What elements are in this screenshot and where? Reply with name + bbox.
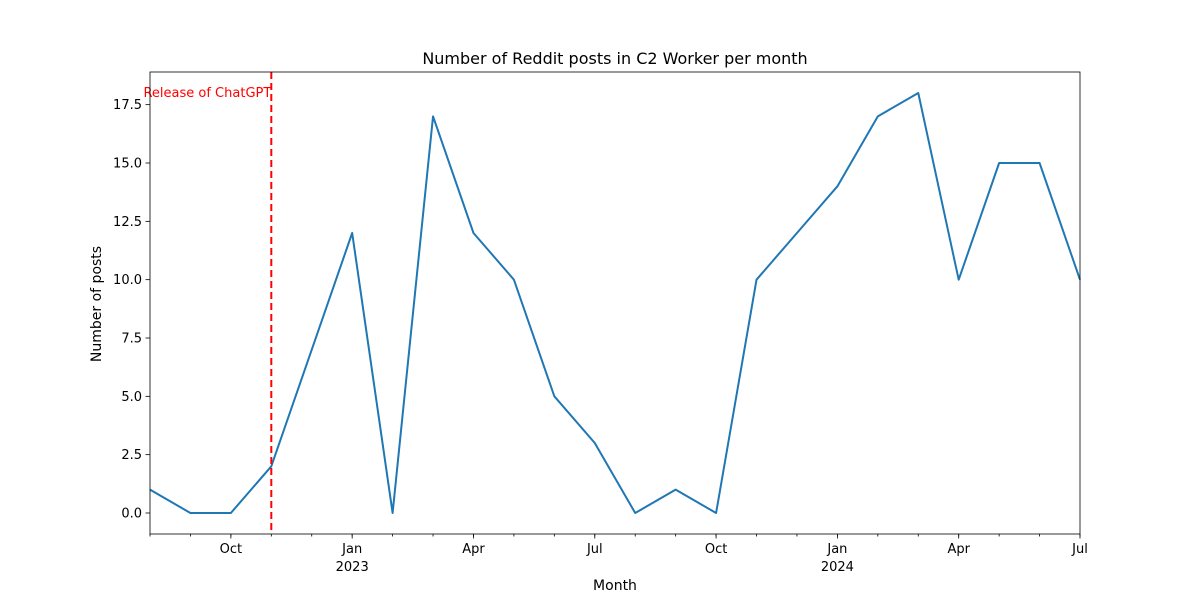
chatgpt-release-label: Release of ChatGPT — [143, 86, 271, 101]
x-tick-label: Oct — [220, 542, 242, 557]
y-tick-label: 15.0 — [113, 157, 142, 172]
y-tick-label: 10.0 — [113, 273, 142, 288]
x-tick-label: Jul — [586, 542, 603, 557]
plot-area: Oct Jan 2023 Apr Jul Oct Jan 2024 Apr Jul 0.0 2.5 5.… — [113, 71, 1088, 575]
x-tick-year-label: 2023 — [336, 560, 369, 575]
axes-frame — [149, 71, 1081, 535]
x-tick-label: Oct — [705, 542, 727, 557]
y-tick-label: 17.5 — [113, 98, 142, 113]
y-tick-label: 0.0 — [121, 507, 142, 522]
x-tick-label: Jan — [341, 542, 362, 557]
y-axis-label: Number of posts — [89, 246, 105, 362]
x-tick-year-label: 2024 — [821, 560, 854, 575]
x-axis-label: Month — [593, 578, 637, 594]
y-tick-label: 7.5 — [121, 332, 142, 347]
y-tick-label: 12.5 — [113, 215, 142, 230]
chart-title: Number of Reddit posts in C2 Worker per … — [422, 49, 807, 68]
x-tick-label: Apr — [947, 542, 970, 557]
x-tick-label: Jul — [1071, 542, 1088, 557]
x-tick-label: Apr — [462, 542, 485, 557]
y-tick-label: 2.5 — [121, 448, 142, 463]
series-line — [149, 92, 1081, 514]
x-tick-label: Jan — [826, 542, 847, 557]
y-tick-label: 5.0 — [121, 390, 142, 405]
